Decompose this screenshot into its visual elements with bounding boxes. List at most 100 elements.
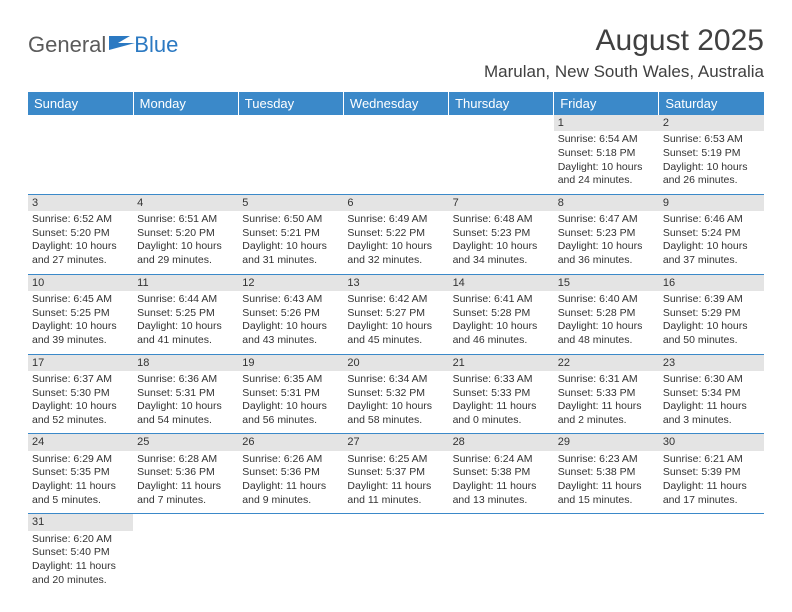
sunrise-text: Sunrise: 6:26 AM [242, 453, 339, 467]
sunset-text: Sunset: 5:18 PM [558, 147, 655, 161]
calendar-day-cell: 14Sunrise: 6:41 AMSunset: 5:28 PMDayligh… [449, 274, 554, 354]
day-details: Sunrise: 6:20 AMSunset: 5:40 PMDaylight:… [28, 531, 133, 594]
calendar-day-cell [238, 514, 343, 593]
day-number [343, 514, 448, 530]
weekday-header: Saturday [659, 92, 764, 115]
calendar-day-cell [133, 514, 238, 593]
sunrise-text: Sunrise: 6:25 AM [347, 453, 444, 467]
day-number: 26 [238, 434, 343, 450]
calendar-day-cell: 8Sunrise: 6:47 AMSunset: 5:23 PMDaylight… [554, 194, 659, 274]
day-details: Sunrise: 6:52 AMSunset: 5:20 PMDaylight:… [28, 211, 133, 274]
day-number: 3 [28, 195, 133, 211]
calendar-day-cell: 24Sunrise: 6:29 AMSunset: 5:35 PMDayligh… [28, 434, 133, 514]
day-details: Sunrise: 6:21 AMSunset: 5:39 PMDaylight:… [659, 451, 764, 514]
day-number: 21 [449, 355, 554, 371]
sunset-text: Sunset: 5:33 PM [558, 387, 655, 401]
calendar-week-row: 1Sunrise: 6:54 AMSunset: 5:18 PMDaylight… [28, 115, 764, 194]
sunrise-text: Sunrise: 6:54 AM [558, 133, 655, 147]
sunset-text: Sunset: 5:39 PM [663, 466, 760, 480]
day-details: Sunrise: 6:37 AMSunset: 5:30 PMDaylight:… [28, 371, 133, 434]
sunset-text: Sunset: 5:24 PM [663, 227, 760, 241]
calendar-day-cell: 23Sunrise: 6:30 AMSunset: 5:34 PMDayligh… [659, 354, 764, 434]
day-details: Sunrise: 6:28 AMSunset: 5:36 PMDaylight:… [133, 451, 238, 514]
day-details: Sunrise: 6:26 AMSunset: 5:36 PMDaylight:… [238, 451, 343, 514]
weekday-header: Monday [133, 92, 238, 115]
calendar-week-row: 31Sunrise: 6:20 AMSunset: 5:40 PMDayligh… [28, 514, 764, 593]
weekday-header: Tuesday [238, 92, 343, 115]
sunrise-text: Sunrise: 6:33 AM [453, 373, 550, 387]
day-number: 8 [554, 195, 659, 211]
daylight-text: Daylight: 10 hours and 32 minutes. [347, 240, 444, 267]
day-number: 29 [554, 434, 659, 450]
calendar-table: Sunday Monday Tuesday Wednesday Thursday… [28, 92, 764, 593]
day-number: 5 [238, 195, 343, 211]
daylight-text: Daylight: 11 hours and 0 minutes. [453, 400, 550, 427]
daylight-text: Daylight: 10 hours and 29 minutes. [137, 240, 234, 267]
daylight-text: Daylight: 10 hours and 52 minutes. [32, 400, 129, 427]
calendar-day-cell: 30Sunrise: 6:21 AMSunset: 5:39 PMDayligh… [659, 434, 764, 514]
sunset-text: Sunset: 5:37 PM [347, 466, 444, 480]
calendar-day-cell: 26Sunrise: 6:26 AMSunset: 5:36 PMDayligh… [238, 434, 343, 514]
daylight-text: Daylight: 10 hours and 58 minutes. [347, 400, 444, 427]
weekday-header-row: Sunday Monday Tuesday Wednesday Thursday… [28, 92, 764, 115]
sunrise-text: Sunrise: 6:41 AM [453, 293, 550, 307]
daylight-text: Daylight: 10 hours and 34 minutes. [453, 240, 550, 267]
day-number: 31 [28, 514, 133, 530]
day-details: Sunrise: 6:33 AMSunset: 5:33 PMDaylight:… [449, 371, 554, 434]
daylight-text: Daylight: 11 hours and 2 minutes. [558, 400, 655, 427]
day-details: Sunrise: 6:31 AMSunset: 5:33 PMDaylight:… [554, 371, 659, 434]
calendar-day-cell: 7Sunrise: 6:48 AMSunset: 5:23 PMDaylight… [449, 194, 554, 274]
calendar-week-row: 10Sunrise: 6:45 AMSunset: 5:25 PMDayligh… [28, 274, 764, 354]
calendar-week-row: 3Sunrise: 6:52 AMSunset: 5:20 PMDaylight… [28, 194, 764, 274]
sunrise-text: Sunrise: 6:21 AM [663, 453, 760, 467]
sunrise-text: Sunrise: 6:44 AM [137, 293, 234, 307]
sunset-text: Sunset: 5:34 PM [663, 387, 760, 401]
day-number: 20 [343, 355, 448, 371]
sunrise-text: Sunrise: 6:29 AM [32, 453, 129, 467]
sunrise-text: Sunrise: 6:30 AM [663, 373, 760, 387]
day-number: 16 [659, 275, 764, 291]
day-number [133, 115, 238, 131]
day-details: Sunrise: 6:50 AMSunset: 5:21 PMDaylight:… [238, 211, 343, 274]
daylight-text: Daylight: 11 hours and 3 minutes. [663, 400, 760, 427]
daylight-text: Daylight: 11 hours and 11 minutes. [347, 480, 444, 507]
day-details: Sunrise: 6:49 AMSunset: 5:22 PMDaylight:… [343, 211, 448, 274]
day-details: Sunrise: 6:34 AMSunset: 5:32 PMDaylight:… [343, 371, 448, 434]
title-block: August 2025 Marulan, New South Wales, Au… [484, 24, 764, 82]
calendar-week-row: 24Sunrise: 6:29 AMSunset: 5:35 PMDayligh… [28, 434, 764, 514]
day-number: 27 [343, 434, 448, 450]
sunrise-text: Sunrise: 6:48 AM [453, 213, 550, 227]
day-number: 28 [449, 434, 554, 450]
sunset-text: Sunset: 5:23 PM [453, 227, 550, 241]
day-details: Sunrise: 6:51 AMSunset: 5:20 PMDaylight:… [133, 211, 238, 274]
calendar-day-cell [554, 514, 659, 593]
sunrise-text: Sunrise: 6:49 AM [347, 213, 444, 227]
daylight-text: Daylight: 10 hours and 31 minutes. [242, 240, 339, 267]
weekday-header: Wednesday [343, 92, 448, 115]
day-details: Sunrise: 6:30 AMSunset: 5:34 PMDaylight:… [659, 371, 764, 434]
daylight-text: Daylight: 10 hours and 48 minutes. [558, 320, 655, 347]
day-number: 10 [28, 275, 133, 291]
day-details: Sunrise: 6:53 AMSunset: 5:19 PMDaylight:… [659, 131, 764, 194]
sunset-text: Sunset: 5:33 PM [453, 387, 550, 401]
sunset-text: Sunset: 5:38 PM [453, 466, 550, 480]
sunrise-text: Sunrise: 6:40 AM [558, 293, 655, 307]
calendar-day-cell: 31Sunrise: 6:20 AMSunset: 5:40 PMDayligh… [28, 514, 133, 593]
calendar-day-cell: 2Sunrise: 6:53 AMSunset: 5:19 PMDaylight… [659, 115, 764, 194]
daylight-text: Daylight: 11 hours and 5 minutes. [32, 480, 129, 507]
day-number: 12 [238, 275, 343, 291]
calendar-day-cell: 6Sunrise: 6:49 AMSunset: 5:22 PMDaylight… [343, 194, 448, 274]
day-number: 9 [659, 195, 764, 211]
day-number: 23 [659, 355, 764, 371]
sunset-text: Sunset: 5:28 PM [558, 307, 655, 321]
day-number [238, 115, 343, 131]
daylight-text: Daylight: 11 hours and 13 minutes. [453, 480, 550, 507]
calendar-day-cell [343, 514, 448, 593]
daylight-text: Daylight: 11 hours and 20 minutes. [32, 560, 129, 587]
sunset-text: Sunset: 5:31 PM [137, 387, 234, 401]
day-number [449, 115, 554, 131]
day-number: 1 [554, 115, 659, 131]
calendar-day-cell: 20Sunrise: 6:34 AMSunset: 5:32 PMDayligh… [343, 354, 448, 434]
calendar-day-cell: 5Sunrise: 6:50 AMSunset: 5:21 PMDaylight… [238, 194, 343, 274]
daylight-text: Daylight: 10 hours and 45 minutes. [347, 320, 444, 347]
